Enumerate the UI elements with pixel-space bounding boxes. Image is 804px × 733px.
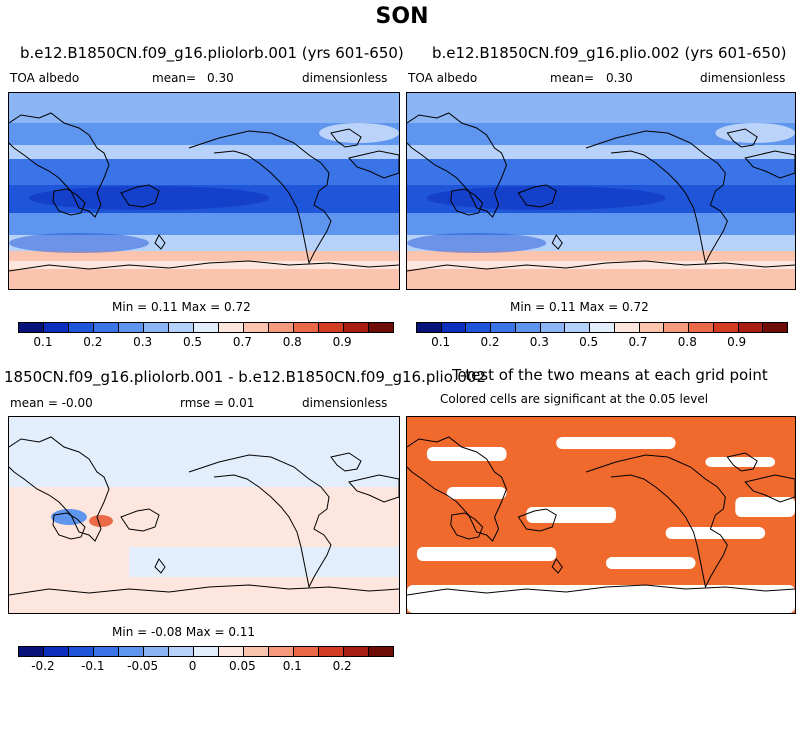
colorbar-swatch — [614, 323, 640, 332]
colorbar-swatch — [763, 323, 788, 332]
colorbar-swatch — [144, 323, 169, 332]
panel1-variable: TOA albedo — [10, 71, 80, 85]
panel2-map — [406, 92, 796, 290]
colorbar-swatch — [244, 323, 269, 332]
colorbar-tick-label: 0.1 — [33, 335, 53, 349]
colorbar-swatch — [369, 323, 393, 332]
colorbar-tick-label: 0.3 — [133, 335, 153, 349]
colorbar-swatch — [169, 647, 194, 656]
colorbar-tick-label: 0.5 — [182, 335, 203, 349]
panel3-map — [8, 416, 400, 614]
colorbar-swatch — [319, 323, 344, 332]
colorbar-tick-label: 0.7 — [232, 335, 252, 349]
colorbar-swatch — [69, 647, 94, 656]
colorbar-swatch — [44, 323, 69, 332]
colorbar-tick-label: 0.9 — [727, 335, 747, 349]
colorbar-tick-label: -0.2 — [31, 659, 55, 673]
panel1-colorbar — [18, 322, 394, 333]
colorbar-swatch — [269, 323, 294, 332]
colorbar-swatch — [565, 323, 591, 332]
panel2-variable: TOA albedo — [408, 71, 478, 85]
panel1-mean: 0.30 — [207, 71, 234, 85]
colorbar-swatch — [590, 323, 615, 332]
colorbar-swatch — [664, 323, 690, 332]
panel1-mean-label: mean= — [152, 71, 197, 85]
colorbar-swatch — [194, 323, 219, 332]
colorbar-swatch — [44, 647, 69, 656]
colorbar-swatch — [69, 323, 94, 332]
colorbar-swatch — [540, 323, 566, 332]
colorbar-tick-label: 0.8 — [677, 335, 697, 349]
panel2-units: dimensionless — [700, 71, 786, 85]
colorbar-swatch — [94, 323, 119, 332]
colorbar-tick-label: 0.8 — [282, 335, 302, 349]
colorbar-swatch — [689, 323, 714, 332]
colorbar-tick-label: 0.2 — [332, 659, 352, 673]
panel4-title: T-test of the two means at each grid poi… — [452, 366, 768, 384]
colorbar-tick-label: 0.7 — [628, 335, 648, 349]
panel2-colorbar-ticks: 0.1 0.2 0.3 0.5 0.7 0.8 0.9 — [416, 335, 786, 349]
colorbar-swatch — [417, 323, 442, 332]
colorbar-tick-label: -0.1 — [81, 659, 105, 673]
colorbar-swatch — [738, 323, 764, 332]
colorbar-swatch — [639, 323, 665, 332]
colorbar-tick-label: 0.05 — [229, 659, 256, 673]
panel3-mean: mean = -0.00 — [10, 396, 93, 410]
colorbar-swatch — [319, 647, 344, 656]
colorbar-tick-label: 0.2 — [83, 335, 103, 349]
panel1-units: dimensionless — [302, 71, 388, 85]
colorbar-swatch — [119, 323, 144, 332]
colorbar-swatch — [713, 323, 739, 332]
colorbar-swatch — [244, 647, 269, 656]
colorbar-tick-label: 0.2 — [480, 335, 500, 349]
panel2-minmax: Min = 0.11 Max = 0.72 — [510, 300, 649, 314]
panel3-rmse: rmse = 0.01 — [180, 396, 255, 410]
colorbar-swatch — [169, 323, 194, 332]
colorbar-swatch — [344, 323, 369, 332]
panel2-mean-label: mean= — [550, 71, 595, 85]
panel3-colorbar — [18, 646, 394, 657]
colorbar-tick-label: 0.9 — [332, 335, 352, 349]
colorbar-swatch — [294, 323, 319, 332]
colorbar-swatch — [219, 323, 244, 332]
colorbar-tick-label: 0.3 — [529, 335, 549, 349]
colorbar-tick-label: 0.5 — [579, 335, 599, 349]
colorbar-swatch — [269, 647, 294, 656]
colorbar-swatch — [491, 323, 516, 332]
panel1-minmax: Min = 0.11 Max = 0.72 — [112, 300, 251, 314]
colorbar-swatch — [344, 647, 369, 656]
colorbar-swatch — [294, 647, 319, 656]
colorbar-swatch — [441, 323, 467, 332]
colorbar-swatch — [219, 647, 244, 656]
colorbar-swatch — [94, 647, 119, 656]
panel3-title: 1850CN.f09_g16.pliolorb.001 - b.e12.B185… — [4, 368, 487, 386]
colorbar-swatch — [19, 647, 44, 656]
colorbar-swatch — [515, 323, 541, 332]
colorbar-swatch — [194, 647, 219, 656]
panel2-colorbar — [416, 322, 788, 333]
colorbar-swatch — [119, 647, 144, 656]
colorbar-swatch — [369, 647, 393, 656]
panel4-map — [406, 416, 796, 614]
panel3-units: dimensionless — [302, 396, 388, 410]
colorbar-swatch — [144, 647, 169, 656]
colorbar-tick-label: -0.05 — [127, 659, 159, 673]
colorbar-tick-label: 0.1 — [431, 335, 451, 349]
colorbar-tick-label: 0 — [188, 659, 197, 673]
panel1-map — [8, 92, 400, 290]
panel2-mean: 0.30 — [606, 71, 633, 85]
colorbar-swatch — [466, 323, 492, 332]
figure-title: SON — [375, 4, 429, 29]
colorbar-swatch — [19, 323, 44, 332]
panel3-minmax: Min = -0.08 Max = 0.11 — [112, 625, 256, 639]
panel3-colorbar-ticks: -0.2 -0.1 -0.05 0 0.05 0.1 0.2 — [18, 659, 392, 673]
panel1-colorbar-ticks: 0.1 0.2 0.3 0.5 0.7 0.8 0.9 — [18, 335, 392, 349]
panel4-subtitle: Colored cells are significant at the 0.0… — [440, 392, 709, 406]
colorbar-tick-label: 0.1 — [282, 659, 302, 673]
panel2-title: b.e12.B1850CN.f09_g16.plio.002 (yrs 601-… — [432, 44, 787, 62]
panel1-title: b.e12.B1850CN.f09_g16.pliolorb.001 (yrs … — [20, 44, 404, 62]
